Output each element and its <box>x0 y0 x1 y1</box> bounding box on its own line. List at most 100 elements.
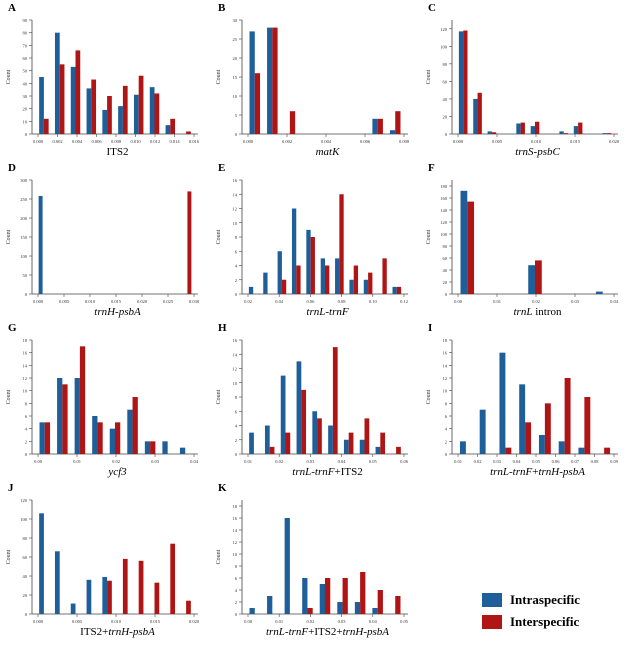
bar-chart: 0 2 4 6 8 10 12 14 16 18 Count 0.00 0.01 0.02 0.03 0.04 <box>6 338 199 464</box>
y-tick-label: 0 <box>25 132 28 137</box>
bar-intraspecific <box>109 428 115 454</box>
y-tick-label: 4 <box>235 264 238 269</box>
bar-interspecific <box>584 397 591 454</box>
bar-intraspecific <box>264 425 270 454</box>
x-tick-label: 0.03 <box>306 459 315 464</box>
bar-intraspecific <box>516 123 521 134</box>
y-axis-label: Count <box>426 229 432 244</box>
x-tick-label: 0.00 <box>34 459 43 464</box>
x-tick-label: 0.016 <box>189 139 200 144</box>
panel-label: I <box>428 322 433 334</box>
y-tick-label: 250 <box>20 197 28 202</box>
bar-interspecific <box>186 131 191 134</box>
y-tick-label: 8 <box>235 395 238 400</box>
legend-label: Intraspecific <box>510 592 581 607</box>
x-tick-label: 0.10 <box>369 299 378 304</box>
bar-interspecific <box>62 384 68 454</box>
bar-intraspecific <box>499 352 506 454</box>
x-tick-label: 0.002 <box>52 139 62 144</box>
x-axis-label-part: intron <box>532 306 562 318</box>
y-tick-label: 2 <box>235 438 237 443</box>
bar-intraspecific <box>74 378 80 454</box>
y-tick-label: 5 <box>235 113 238 118</box>
x-tick-label: 0.08 <box>338 299 347 304</box>
bar-intraspecific <box>337 602 343 614</box>
bar-intraspecific <box>248 286 254 294</box>
x-axis-label: matK <box>240 146 415 158</box>
x-axis-label-part: trnH-psbA <box>342 626 390 638</box>
y-tick-label: 100 <box>20 517 28 522</box>
x-tick-label: 0.006 <box>91 139 102 144</box>
y-tick-label: 40 <box>443 268 448 273</box>
y-axis-label: Count <box>6 389 12 404</box>
x-axis-label-part: +ITS2+ <box>308 626 343 638</box>
bar-intraspecific <box>54 551 60 614</box>
y-tick-label: 14 <box>233 192 238 197</box>
x-tick-label: 0.002 <box>282 139 292 144</box>
bar-chart: 0 2 4 6 8 10 12 14 16 Count 0.02 0.04 0.06 0.08 0.10 0.… <box>216 178 408 304</box>
bar-intraspecific <box>86 88 92 134</box>
x-tick-label: 0.01 <box>244 459 252 464</box>
x-axis-label: trnH-psbA <box>30 306 205 318</box>
x-tick-label: 0.04 <box>275 299 284 304</box>
y-axis-label: Count <box>216 389 222 404</box>
bar-chart: 0 50 100 150 200 250 300 Count 0.000 0.005 0.010 0.… <box>6 178 200 304</box>
y-tick-label: 300 <box>20 178 28 183</box>
bar-intraspecific <box>179 447 186 454</box>
chart-panel-G: G 0 2 4 6 8 10 12 14 16 18 Count 0.00 0.01 0.02 0.03 0.0… <box>0 320 210 480</box>
bar-interspecific <box>491 132 497 134</box>
y-tick-label: 2 <box>445 439 447 444</box>
bar-intraspecific <box>306 229 311 294</box>
x-tick-label: 0.06 <box>400 459 409 464</box>
y-tick-label: 160 <box>440 196 448 201</box>
y-tick-label: 4 <box>235 588 238 593</box>
x-tick-label: 0.02 <box>275 459 283 464</box>
chart-panel-B: B 0 5 10 15 20 25 30 Count 0.000 0.002 0.004 0.006 0.… <box>210 0 420 160</box>
y-tick-label: 14 <box>23 363 28 368</box>
bar-interspecific <box>604 447 611 454</box>
y-tick-label: 80 <box>443 244 448 249</box>
x-axis-label-part: matK <box>315 146 340 158</box>
bar-interspecific <box>154 93 160 134</box>
bar-interspecific <box>368 272 373 294</box>
y-tick-label: 60 <box>443 79 448 84</box>
bar-chart: 0 2 4 6 8 10 12 14 16 Count 0.01 0.02 0.03 0.04 0.05 0.… <box>216 338 409 464</box>
bar-intraspecific <box>530 126 535 134</box>
bar-intraspecific <box>375 446 381 454</box>
bar-intraspecific <box>284 518 290 614</box>
x-tick-label: 0.05 <box>369 459 378 464</box>
x-axis-label: trnL intron <box>450 306 625 318</box>
x-axis-label-part: ITS2+ <box>80 626 109 638</box>
y-tick-label: 80 <box>23 536 28 541</box>
x-axis-label-part: +ITS2 <box>334 466 363 478</box>
x-tick-label: 0.005 <box>492 139 503 144</box>
bar-interspecific <box>396 446 401 454</box>
bar-intraspecific <box>249 608 255 614</box>
bar-intraspecific <box>528 265 535 294</box>
bar-interspecific <box>317 418 322 454</box>
x-tick-label: 0.04 <box>338 459 347 464</box>
legend-swatch-interspecific <box>482 615 502 629</box>
y-tick-label: 10 <box>233 552 238 557</box>
y-tick-label: 0 <box>235 132 238 137</box>
bar-interspecific <box>544 403 551 454</box>
bar-chart: 0 2 4 6 8 10 12 14 16 18 Count 0.00 0.01 0.02 0.03 0.04… <box>216 500 409 624</box>
bar-interspecific <box>154 582 160 614</box>
legend-item-intraspecific: Intraspecific <box>482 592 580 608</box>
bar-intraspecific <box>372 118 378 134</box>
bar-interspecific <box>138 560 144 614</box>
chart-panel-H: H 0 2 4 6 8 10 12 14 16 Count 0.01 0.02 0.03 0.04 0.05 0… <box>210 320 420 480</box>
bar-interspecific <box>395 596 401 614</box>
bar-intraspecific <box>519 384 526 454</box>
y-tick-label: 40 <box>23 574 28 579</box>
bar-intraspecific <box>39 422 45 454</box>
panel-label: A <box>8 2 16 14</box>
bar-interspecific <box>377 118 383 134</box>
x-tick-label: 0.01 <box>493 299 501 304</box>
x-tick-label: 0.010 <box>531 139 542 144</box>
y-tick-label: 140 <box>440 208 448 213</box>
x-axis-label-part: trnH-psbA <box>108 626 155 638</box>
bar-intraspecific <box>349 279 354 294</box>
x-axis-label-part: + <box>532 466 539 478</box>
x-tick-label: 0.00 <box>244 619 253 624</box>
